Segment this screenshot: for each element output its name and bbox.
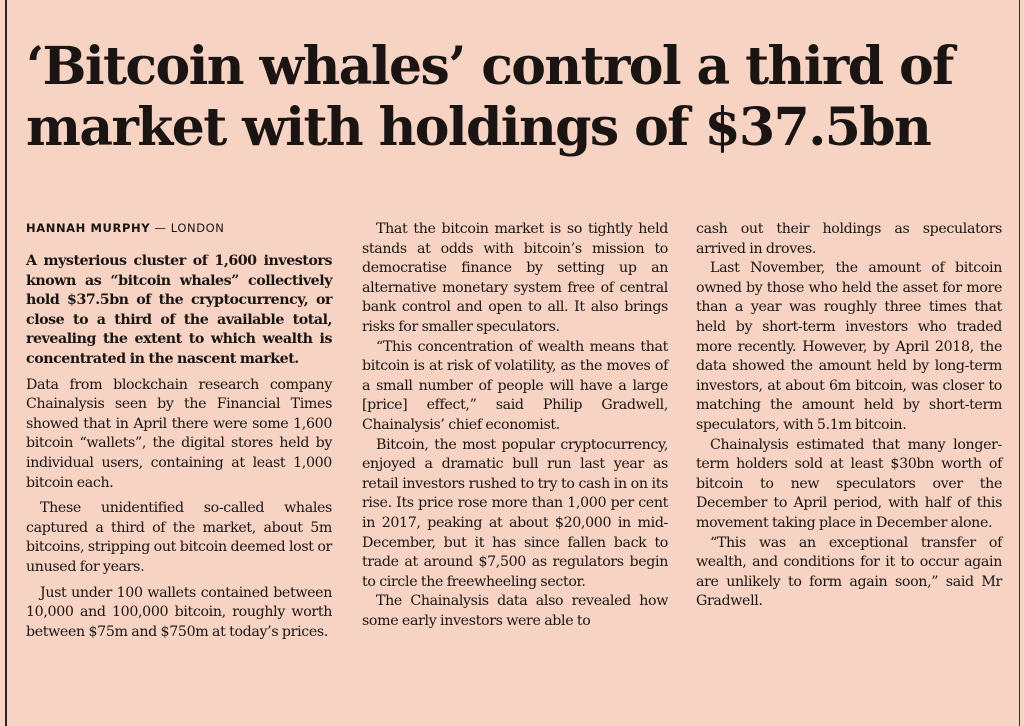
byline-location: LONDON (170, 221, 225, 235)
article-headline: ‘Bitcoin whales’ control a third of mark… (26, 36, 954, 158)
left-border-rule (5, 0, 7, 726)
body-paragraph: Last November, the amount of bitcoin own… (696, 260, 1002, 433)
body-paragraph: Data from blockchain research company Ch… (26, 376, 332, 491)
body-paragraph: “This was an exceptional transfer of wea… (696, 534, 1002, 610)
body-paragraph: That the bitcoin market is so tightly he… (362, 221, 668, 335)
body-paragraph: “This concentration of wealth means that… (362, 338, 668, 433)
right-border-rule (1019, 0, 1020, 726)
body-paragraph: cash out their holdings as speculators a… (696, 221, 1002, 257)
article-body: HANNAH MURPHY — LONDON A mysterious clus… (26, 220, 1006, 720)
body-paragraph: Chainalysis estimated that many longer-t… (696, 436, 1002, 531)
byline-separator: — (150, 221, 171, 235)
lead-paragraph: A mysterious cluster of 1,600 investors … (26, 253, 332, 367)
body-paragraph: The Chainalysis data also revealed how s… (362, 593, 668, 629)
body-paragraph: Bitcoin, the most popular cryptocurrency… (362, 436, 668, 590)
body-paragraph: Just under 100 wallets contained between… (26, 584, 332, 640)
article-column-1: HANNAH MURPHY — LONDON A mysterious clus… (26, 220, 332, 642)
article-column-3: cash out their holdings as speculators a… (696, 220, 1002, 612)
byline-author: HANNAH MURPHY (26, 221, 151, 235)
byline: HANNAH MURPHY — LONDON (26, 220, 332, 236)
body-paragraph: These unidentified so-called whales capt… (26, 500, 332, 575)
article-column-2: That the bitcoin market is so tightly he… (362, 220, 668, 631)
